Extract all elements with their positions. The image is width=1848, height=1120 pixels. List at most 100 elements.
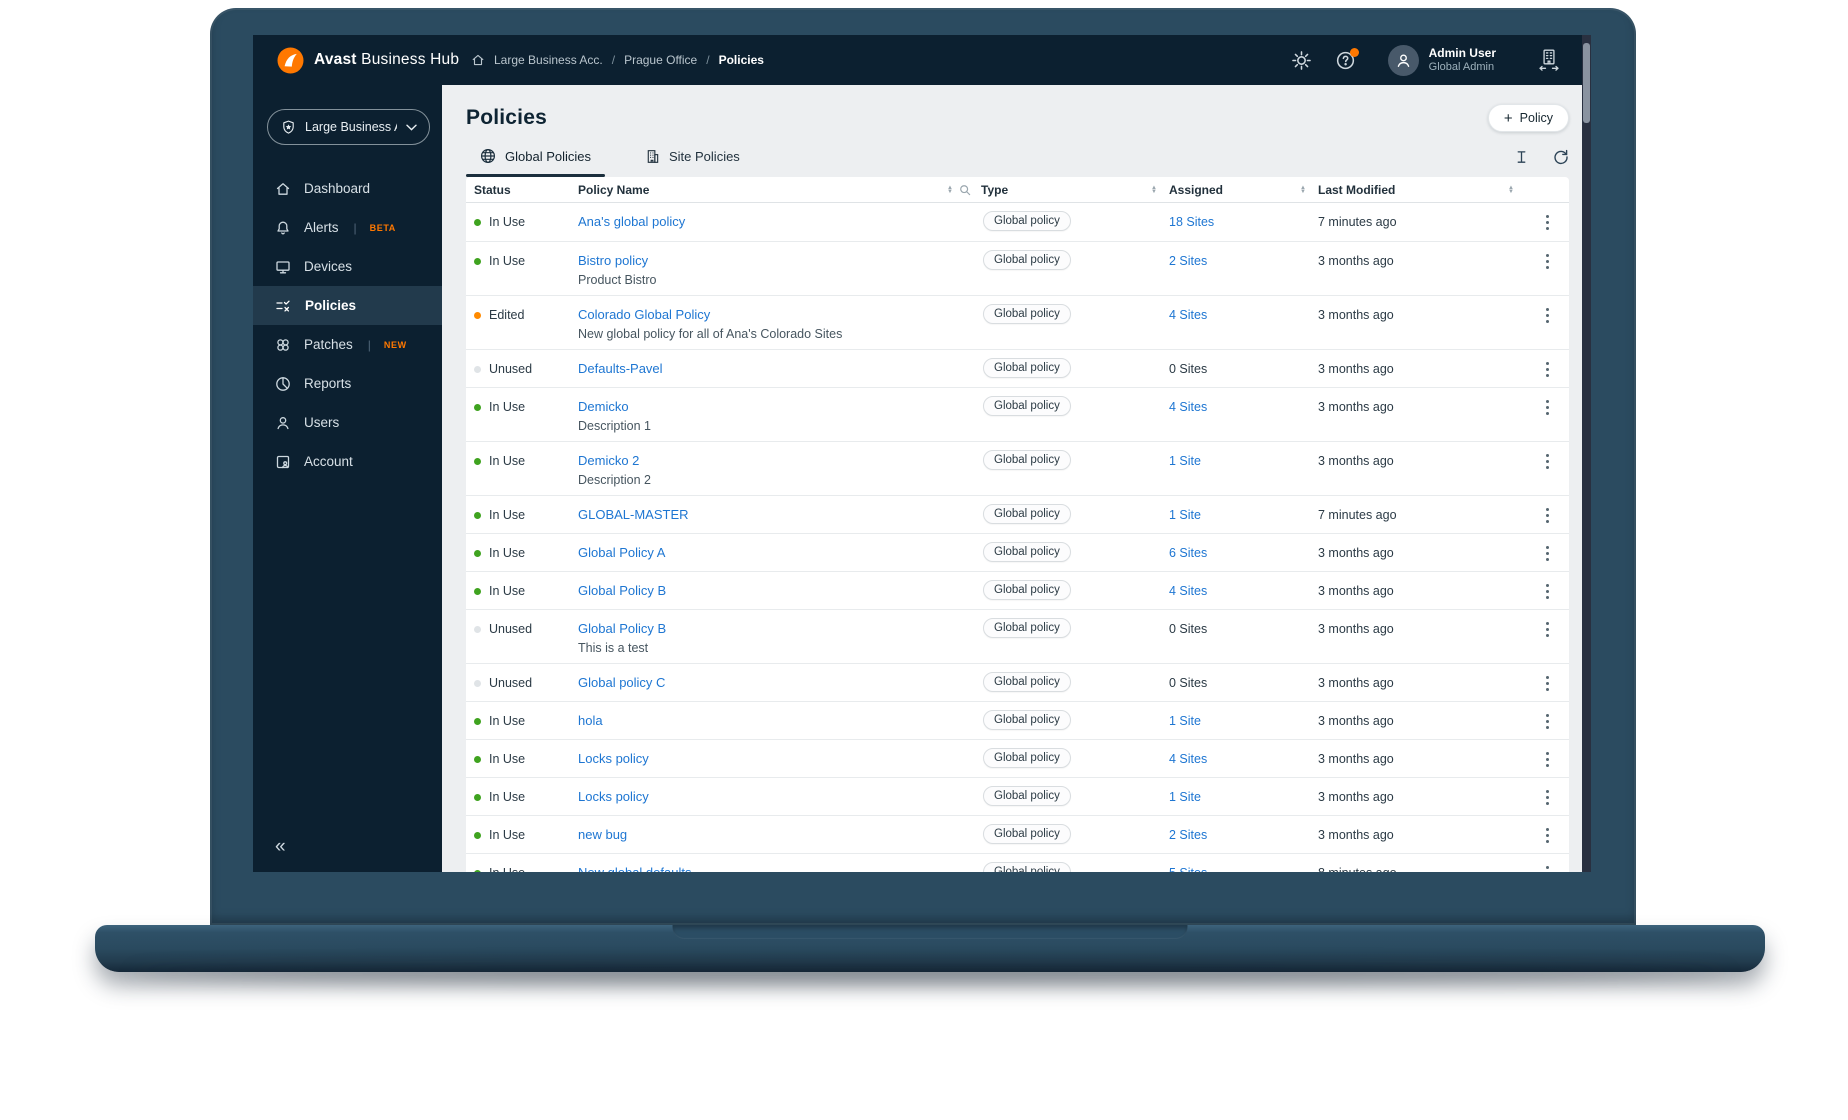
status-dot [474, 869, 481, 872]
collapse-sidebar-icon[interactable]: « [275, 836, 286, 857]
policy-name-link[interactable]: new bug [578, 827, 628, 842]
policy-name-link[interactable]: Global policy C [578, 675, 666, 690]
status-dot [474, 755, 481, 763]
kebab-menu-icon[interactable] [1540, 211, 1555, 234]
sidebar-item-users[interactable]: Users [253, 403, 442, 442]
assigned-sites-link[interactable]: 1 Site [1169, 508, 1201, 522]
assigned-sites-link[interactable]: 4 Sites [1169, 400, 1208, 414]
column-header-assigned[interactable]: Assigned ▲ ▼ [1169, 182, 1306, 197]
kebab-menu-icon[interactable] [1540, 824, 1555, 847]
last-modified-cell: 3 months ago [1318, 752, 1394, 766]
page-title: Policies [466, 106, 547, 129]
policy-name-link[interactable]: Ana's global policy [578, 214, 686, 229]
policy-name-link[interactable]: Locks policy [578, 789, 649, 804]
sort-icon[interactable]: ▲ ▼ [1151, 184, 1157, 195]
policy-name-link[interactable]: Locks policy [578, 751, 649, 766]
assigned-sites-link[interactable]: 4 Sites [1169, 584, 1208, 598]
sidebar-item-dashboard[interactable]: Dashboard [253, 169, 442, 208]
breadcrumb-item[interactable]: Large Business Acc. [494, 53, 603, 67]
sidebar-item-reports[interactable]: Reports [253, 364, 442, 403]
policy-name-link[interactable]: Global Policy B [578, 583, 667, 598]
assigned-sites-link[interactable]: 5 Sites [1169, 866, 1207, 872]
breadcrumb-item[interactable]: Prague Office [624, 53, 698, 67]
sidebar-item-devices[interactable]: Devices [253, 247, 442, 286]
search-icon[interactable] [959, 184, 971, 196]
sidebar-item-alerts[interactable]: Alerts | BETA [253, 208, 442, 247]
breadcrumb-item-current: Policies [718, 53, 764, 67]
add-policy-button[interactable]: + Policy [1487, 104, 1569, 132]
kebab-menu-icon[interactable] [1540, 672, 1555, 695]
assigned-sites-link[interactable]: 2 Sites [1169, 828, 1208, 842]
user-menu[interactable]: Admin User Global Admin [1387, 44, 1496, 76]
type-cell: Global policy [981, 610, 1169, 638]
gear-icon[interactable] [1291, 50, 1311, 70]
column-header-policy-name[interactable]: Policy Name ▲ ▼ [559, 183, 981, 197]
status-dot [474, 831, 481, 839]
scrollbar-thumb[interactable] [1583, 43, 1590, 123]
assigned-sites-link[interactable]: 1 Site [1169, 790, 1201, 804]
sort-icon[interactable]: ▲ ▼ [947, 184, 953, 195]
window-scrollbar[interactable] [1582, 35, 1591, 872]
text-cursor-icon[interactable] [1514, 149, 1529, 165]
policy-name-link[interactable]: hola [578, 713, 603, 728]
kebab-menu-icon[interactable] [1540, 748, 1555, 771]
status-cell: In Use [466, 496, 559, 522]
assigned-sites-link[interactable]: 2 Sites [1169, 254, 1208, 268]
assigned-sites-link[interactable]: 1 Site [1169, 454, 1201, 468]
status-label: In Use [489, 454, 526, 468]
policy-name-link[interactable]: GLOBAL-MASTER [578, 507, 689, 522]
account-selector[interactable]: Large Business Acc. [267, 109, 430, 145]
assigned-cell: 0 Sites [1169, 664, 1318, 690]
kebab-menu-icon[interactable] [1540, 786, 1555, 809]
column-header-type[interactable]: Type ▲ ▼ [981, 182, 1157, 197]
policy-name-link[interactable]: Demicko [578, 399, 629, 414]
sidebar-item-patches[interactable]: Patches | NEW [253, 325, 442, 364]
table-tools [1514, 149, 1569, 177]
kebab-menu-icon[interactable] [1540, 396, 1555, 419]
kebab-menu-icon[interactable] [1540, 504, 1555, 527]
policy-name-link[interactable]: Global Policy B [578, 621, 667, 636]
policy-name-link[interactable]: Bistro policy [578, 253, 649, 268]
refresh-icon[interactable] [1553, 149, 1569, 165]
company-switcher-icon[interactable] [1537, 48, 1561, 72]
assigned-sites-link[interactable]: 4 Sites [1169, 752, 1208, 766]
last-modified-cell: 3 months ago [1318, 308, 1394, 322]
kebab-menu-icon[interactable] [1540, 304, 1555, 327]
kebab-menu-icon[interactable] [1540, 358, 1555, 381]
kebab-menu-icon[interactable] [1540, 862, 1555, 872]
table-row: In Use Global Policy B Global policy 4 S… [466, 571, 1569, 609]
kebab-menu-icon[interactable] [1540, 250, 1555, 273]
policy-name-cell: Ana's global policy [559, 203, 981, 229]
kebab-menu-icon[interactable] [1540, 618, 1555, 641]
sort-icon[interactable]: ▲ ▼ [1300, 184, 1306, 195]
policy-name-link[interactable]: Demicko 2 [578, 453, 640, 468]
sidebar-item-policies[interactable]: Policies [253, 286, 442, 325]
policy-type-badge: Global policy [983, 862, 1071, 872]
policy-name-link[interactable]: Global Policy A [578, 545, 666, 560]
table-row: Unused Global policy C Global policy 0 S… [466, 663, 1569, 701]
home-icon[interactable] [471, 53, 485, 67]
sort-icon[interactable]: ▲ ▼ [1508, 184, 1514, 195]
status-cell: Unused [466, 350, 559, 376]
sidebar-item-account[interactable]: Account [253, 442, 442, 481]
policy-name-link[interactable]: Colorado Global Policy [578, 307, 711, 322]
kebab-menu-icon[interactable] [1540, 450, 1555, 473]
content-area: Policies + Policy [442, 85, 1591, 872]
column-header-status[interactable]: Status [474, 182, 511, 197]
tab-global-policies[interactable]: Global Policies [466, 148, 605, 177]
assigned-sites-link[interactable]: 18 Sites [1169, 215, 1215, 229]
home-icon [275, 181, 291, 197]
policy-name-link[interactable]: Defaults-Pavel [578, 361, 663, 376]
policy-description: New global policy for all of Ana's Color… [578, 327, 843, 341]
assigned-sites-link[interactable]: 1 Site [1169, 714, 1201, 728]
kebab-menu-icon[interactable] [1540, 580, 1555, 603]
policy-name-link[interactable]: New global defaults [578, 865, 691, 873]
column-header-last-modified[interactable]: Last Modified ▲ ▼ [1318, 182, 1514, 197]
help-icon[interactable] [1336, 47, 1359, 70]
assigned-sites-link[interactable]: 6 Sites [1169, 546, 1208, 560]
type-cell: Global policy [981, 203, 1169, 231]
tab-site-policies[interactable]: Site Policies [631, 149, 754, 177]
assigned-sites-link[interactable]: 4 Sites [1169, 308, 1208, 322]
kebab-menu-icon[interactable] [1540, 542, 1555, 565]
kebab-menu-icon[interactable] [1540, 710, 1555, 733]
